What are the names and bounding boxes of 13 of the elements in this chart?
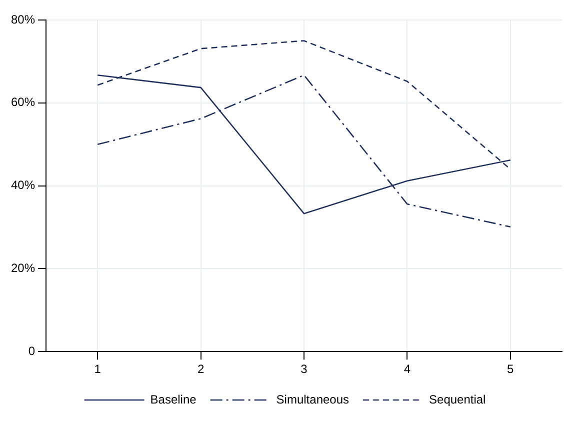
y-tick-label: 40%	[10, 178, 36, 192]
x-tick-label: 2	[197, 362, 204, 376]
y-tick-label: 20%	[10, 261, 36, 276]
x-tick-label: 1	[94, 362, 102, 376]
x-tick-label: 3	[300, 362, 308, 376]
legend-label: Sequential	[429, 392, 486, 406]
y-tick-label: 0	[28, 344, 36, 358]
y-tick-label: 60%	[10, 95, 36, 110]
legend-label: Simultaneous	[276, 392, 350, 406]
x-tick-label: 4	[404, 362, 411, 376]
x-tick-label: 5	[507, 362, 514, 376]
y-tick-label: 80%	[10, 12, 36, 26]
legend-label: Baseline	[150, 392, 197, 406]
